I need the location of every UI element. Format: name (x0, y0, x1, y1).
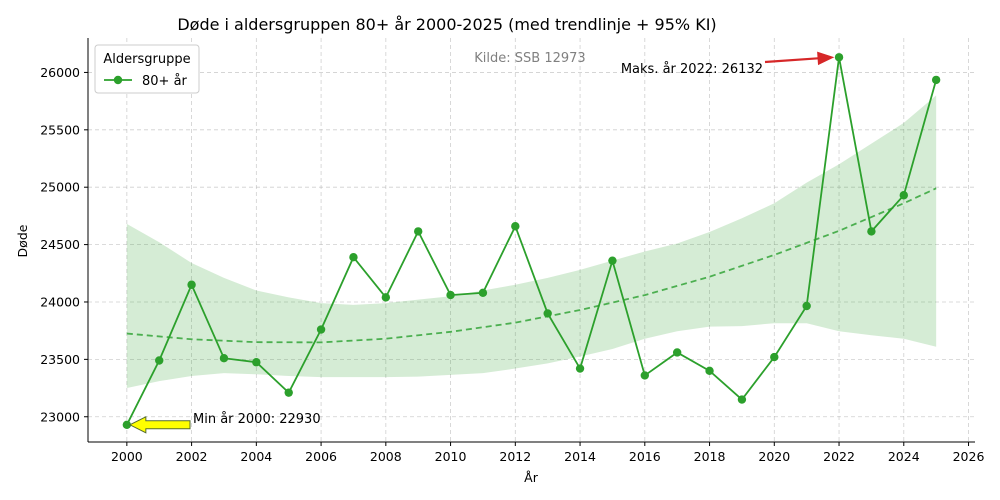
data-point (575, 364, 585, 373)
legend: Aldersgruppe 80+ år (94, 44, 200, 94)
chart-title: Døde i aldersgruppen 80+ år 2000-2025 (m… (177, 15, 716, 34)
min-arrow (128, 415, 191, 434)
data-point (931, 75, 941, 85)
y-tick-label: 24000 (40, 294, 80, 309)
data-point (543, 309, 552, 318)
x-axis-label: År (524, 470, 539, 485)
data-point (413, 227, 423, 236)
x-tick-label: 2002 (176, 449, 208, 464)
data-point (187, 280, 196, 289)
x-tick-label: 2022 (823, 449, 855, 464)
x-tick-label: 2010 (435, 449, 467, 464)
x-tick-label: 2014 (564, 449, 596, 464)
data-point (284, 388, 293, 397)
data-point (608, 256, 617, 265)
y-tick-label: 25000 (40, 180, 80, 195)
legend-title: Aldersgruppe (103, 52, 190, 67)
data-point (349, 253, 358, 262)
y-tick-label: 25500 (40, 122, 80, 137)
data-point (705, 366, 714, 376)
y-tick-label: 24500 (40, 237, 80, 252)
data-point (122, 420, 132, 429)
x-tick-label: 2012 (499, 449, 531, 464)
data-point (316, 325, 326, 334)
data-point (770, 352, 779, 362)
data-series (122, 53, 941, 429)
y-tick-label: 23500 (40, 352, 80, 367)
data-point (899, 191, 908, 200)
data-point (672, 348, 682, 357)
x-tick-label: 2004 (240, 449, 272, 464)
legend-marker (113, 75, 123, 85)
x-tick-label: 2000 (111, 449, 143, 464)
max-annotation-label: Maks. år 2022: 26132 (621, 62, 763, 77)
confidence-band (126, 95, 937, 389)
data-point (446, 290, 455, 300)
tick-labels: 2000 2002 2004 2006 2008 2010 2012 2014 2016 2018… (40, 65, 984, 464)
data-point (155, 356, 164, 365)
data-point (737, 395, 747, 404)
y-axis-label: Døde (15, 224, 30, 257)
legend-label: 80+ år (142, 74, 188, 89)
x-tick-label: 2006 (305, 449, 337, 464)
data-point (219, 354, 229, 363)
ci-band (126, 95, 937, 389)
series-line (126, 57, 938, 426)
data-point (802, 301, 811, 311)
x-tick-label: 2024 (888, 449, 920, 464)
x-tick-label: 2020 (758, 449, 790, 464)
data-point (640, 371, 650, 380)
data-point (478, 288, 488, 297)
x-tick-label: 2018 (694, 449, 726, 464)
x-tick-label: 2008 (370, 449, 402, 464)
data-point (867, 227, 876, 236)
max-arrow-shaft (764, 57, 819, 64)
source-note: Kilde: SSB 12973 (474, 51, 585, 66)
axes (87, 38, 975, 443)
data-point (511, 222, 520, 231)
data-point (834, 53, 844, 62)
data-point (381, 293, 391, 302)
data-point (252, 358, 261, 367)
x-tick-label: 2026 (953, 449, 985, 464)
annotations: Maks. år 2022: 26132 Min år 2000: 22930 (128, 51, 835, 434)
max-arrow-head (817, 51, 835, 66)
y-tick-label: 26000 (40, 65, 80, 80)
min-annotation-label: Min år 2000: 22930 (193, 412, 321, 427)
x-tick-label: 2016 (629, 449, 661, 464)
y-tick-label: 23000 (40, 409, 80, 424)
